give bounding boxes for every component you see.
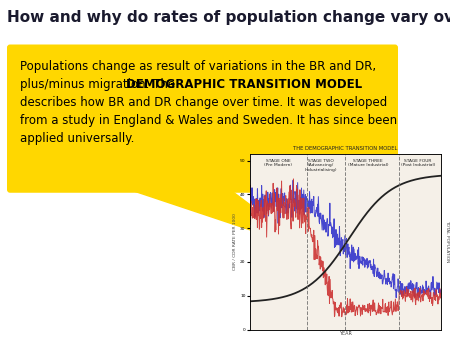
Text: STAGE FOUR
(Post Industrial): STAGE FOUR (Post Industrial) [401, 159, 435, 167]
Text: describes how BR and DR change over time. It was developed: describes how BR and DR change over time… [20, 96, 387, 108]
Title: THE DEMOGRAPHIC TRANSITION MODEL: THE DEMOGRAPHIC TRANSITION MODEL [293, 146, 397, 151]
X-axis label: YEAR: YEAR [339, 331, 352, 336]
Text: STAGE THREE
(Mature Industrial): STAGE THREE (Mature Industrial) [348, 159, 389, 167]
Text: STAGE TWO
(Advancing/
Industrialising): STAGE TWO (Advancing/ Industrialising) [304, 159, 337, 172]
Text: STAGE ONE
(Pre Modern): STAGE ONE (Pre Modern) [265, 159, 292, 167]
Text: How and why do rates of population change vary over time?: How and why do rates of population chang… [7, 10, 450, 25]
FancyBboxPatch shape [7, 45, 398, 193]
Text: Populations change as result of variations in the BR and DR,: Populations change as result of variatio… [20, 59, 376, 73]
Text: plus/minus migration. The: plus/minus migration. The [20, 77, 179, 91]
Y-axis label: CBR / CDR RATE PER 1000: CBR / CDR RATE PER 1000 [233, 213, 237, 270]
Polygon shape [130, 190, 310, 250]
Text: from a study in England & Wales and Sweden. It has since been: from a study in England & Wales and Swed… [20, 114, 397, 127]
Text: applied universally.: applied universally. [20, 132, 135, 145]
Y-axis label: TOTAL POPULATION: TOTAL POPULATION [446, 220, 450, 263]
Text: DEMOGRAPHIC TRANSITION MODEL: DEMOGRAPHIC TRANSITION MODEL [126, 77, 362, 91]
